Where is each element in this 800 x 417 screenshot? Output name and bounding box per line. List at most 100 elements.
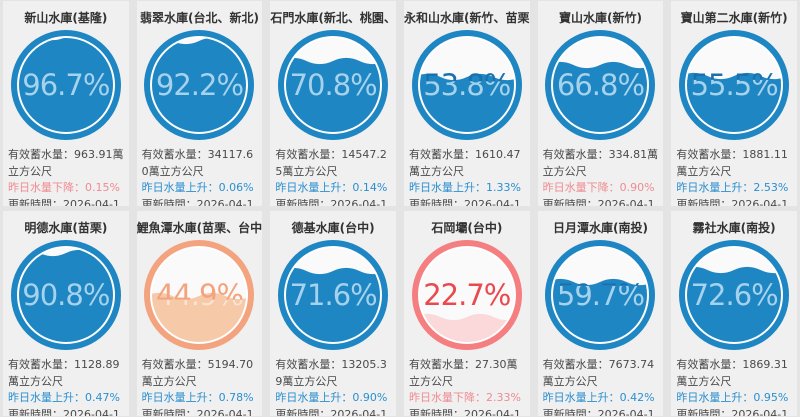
reservoir-name: 德基水庫(台中) <box>291 221 375 235</box>
update-value: 2026-04-13(23時) <box>330 197 388 207</box>
storage-label: 有效蓄水量： <box>8 358 74 371</box>
water-wave-icon <box>18 249 113 258</box>
storage-label: 有效蓄水量： <box>275 148 342 161</box>
gauge-ring: 72.6% 72.6% <box>679 240 790 350</box>
reservoir-name: 翡翠水庫(台北、新北) <box>140 11 259 25</box>
update-label: 更新時間： <box>408 197 464 207</box>
water-wave-icon <box>553 278 648 287</box>
gauge-ring: 44.9% 44.9% <box>144 240 255 350</box>
change-label: 昨日水量上升： <box>542 391 620 404</box>
change-value: 0.90% <box>619 181 655 194</box>
storage-label: 有效蓄水量： <box>141 358 208 371</box>
reservoir-name: 石岡壩(台中) <box>431 221 503 235</box>
gauge-ring: 90.8% 90.8% <box>10 240 121 350</box>
gauge-water-fill <box>553 278 648 342</box>
storage-label: 有效蓄水量： <box>408 148 475 161</box>
storage-value: 7673.74 <box>608 358 655 371</box>
percent-label: 70.8% <box>289 68 378 102</box>
change-line: 昨日水量上升：0.47% <box>8 390 124 407</box>
gauge-water-fill <box>18 38 113 132</box>
gauge-inner: 90.8% 90.8% <box>18 248 113 342</box>
storage-label: 有效蓄水量： <box>141 148 208 161</box>
gauge-inner: 22.7% 22.7% <box>419 248 514 342</box>
percent-label: 96.7% <box>22 68 110 102</box>
update-value: 2026-04-13(23時) <box>63 407 120 417</box>
change-label: 昨日水量下降： <box>8 181 85 194</box>
storage-value: 1128.89 <box>74 358 120 371</box>
gauge-inner: 44.9% 44.9% <box>152 248 247 342</box>
storage-line: 有效蓄水量：1869.31 萬立方公尺 <box>676 357 792 390</box>
change-label: 昨日水量上升： <box>141 181 219 194</box>
percent-label: 53.8% <box>423 68 511 102</box>
change-value: 2.53% <box>753 181 789 194</box>
water-level-gauge: 70.8% 70.8% <box>278 30 389 140</box>
update-label: 更新時間： <box>275 407 331 417</box>
water-wave-icon <box>419 313 514 322</box>
reservoir-card: 翡翠水庫(台北、新北) 92.2% 92.2% 有效蓄水量：34117.60萬立… <box>136 1 263 207</box>
gauge-water-fill <box>553 62 648 132</box>
storage-line: 有效蓄水量：963.91萬立方公尺 <box>8 147 124 180</box>
storage-label: 有效蓄水量： <box>408 358 475 371</box>
percent-label-water-overlay: 44.9% <box>155 278 244 312</box>
storage-unit: 萬立方公尺 <box>282 164 338 178</box>
percent-label-water-overlay: 59.7% <box>556 278 645 312</box>
gauge-ring: 59.7% 59.7% <box>545 240 656 350</box>
percent-label-water-overlay: 55.5% <box>690 68 779 102</box>
update-line: 更新時間：2026-04-13(23時) <box>275 407 391 417</box>
water-level-gauge: 72.6% 72.6% <box>679 240 790 350</box>
change-label: 昨日水量上升： <box>141 391 219 404</box>
change-line: 昨日水量上升：0.14% <box>275 180 391 197</box>
reservoir-info: 有效蓄水量：1128.89 萬立方公尺 昨日水量上升：0.47% 更新時間：202… <box>3 355 129 416</box>
storage-label: 有效蓄水量： <box>542 358 609 371</box>
reservoir-card: 石岡壩(台中) 22.7% 22.7% 有效蓄水量：27.30萬立方公尺 昨日水… <box>403 211 530 417</box>
storage-line: 有效蓄水量：334.81萬立方公尺 <box>543 147 659 180</box>
gauge-inner: 59.7% 59.7% <box>553 248 648 342</box>
storage-label: 有效蓄水量： <box>676 148 743 161</box>
update-line: 更新時間：2026-04-13(23時) <box>409 407 525 417</box>
percent-label: 55.5% <box>690 68 779 102</box>
update-value: 2026-04-13(23時) <box>330 407 388 417</box>
change-value: 0.95% <box>753 391 789 404</box>
percent-label: 72.6% <box>690 278 779 312</box>
reservoir-name: 永和山水庫(新竹、苗栗) <box>403 11 530 25</box>
update-line: 更新時間：2026-04-13(23時) <box>409 197 525 207</box>
storage-value: 13205.39 <box>275 358 387 388</box>
gauge-ring: 92.2% 92.2% <box>144 30 255 140</box>
gauge-water-fill <box>152 38 247 132</box>
storage-label: 有效蓄水量： <box>676 358 743 371</box>
storage-line: 有效蓄水量：5194.70 萬立方公尺 <box>142 357 258 390</box>
reservoir-info: 有效蓄水量：5194.70 萬立方公尺 昨日水量上升：0.78% 更新時間：202… <box>137 355 263 416</box>
percent-label-water-overlay: 92.2% <box>155 68 244 102</box>
storage-line: 有效蓄水量：7673.74 萬立方公尺 <box>543 357 659 390</box>
percent-label-water-overlay: 72.6% <box>690 278 779 312</box>
reservoir-info: 有效蓄水量：1869.31 萬立方公尺 昨日水量上升：0.95% 更新時間：202… <box>671 355 797 416</box>
reservoir-card: 石門水庫(新北、桃園、新竹) 70.8% 70.8% 有效蓄水量：14547.2… <box>270 1 396 206</box>
water-wave-icon <box>419 74 514 83</box>
storage-value: 27.30 <box>474 358 507 371</box>
change-line: 昨日水量下降：2.33% <box>409 390 525 407</box>
gauge-water-fill <box>419 74 514 132</box>
water-wave-icon <box>553 62 648 71</box>
gauge-water-fill <box>687 72 782 132</box>
change-label: 昨日水量上升： <box>275 391 353 404</box>
water-level-gauge: 66.8% 66.8% <box>545 30 656 140</box>
gauge-inner: 55.5% 55.5% <box>687 38 782 132</box>
reservoir-card: 明德水庫(苗栗) 90.8% 90.8% 有效蓄水量：1128.89 萬立方公尺 … <box>3 211 129 416</box>
water-wave-icon <box>18 38 113 43</box>
storage-unit: 萬立方公尺 <box>408 164 464 178</box>
storage-unit: 萬立方公尺 <box>542 148 659 178</box>
update-label: 更新時間： <box>275 197 331 207</box>
storage-value: 334.81 <box>608 148 648 161</box>
update-line: 更新時間：2026-04-13(23時) <box>142 197 258 207</box>
change-label: 昨日水量下降： <box>408 391 486 404</box>
update-label: 更新時間： <box>676 197 732 207</box>
update-line: 更新時間：2026-04-13(23時) <box>275 197 391 207</box>
storage-line: 有效蓄水量：14547.25萬立方公尺 <box>275 147 391 180</box>
reservoir-name: 寶山水庫(新竹) <box>559 11 642 25</box>
update-line: 更新時間：2026-04-13(7時) <box>8 197 124 207</box>
change-value: 0.90% <box>352 391 388 404</box>
gauge-water-fill <box>687 266 782 342</box>
update-value: 2026-04-13(23時) <box>463 197 521 207</box>
reservoir-name: 明德水庫(苗栗) <box>24 221 108 235</box>
